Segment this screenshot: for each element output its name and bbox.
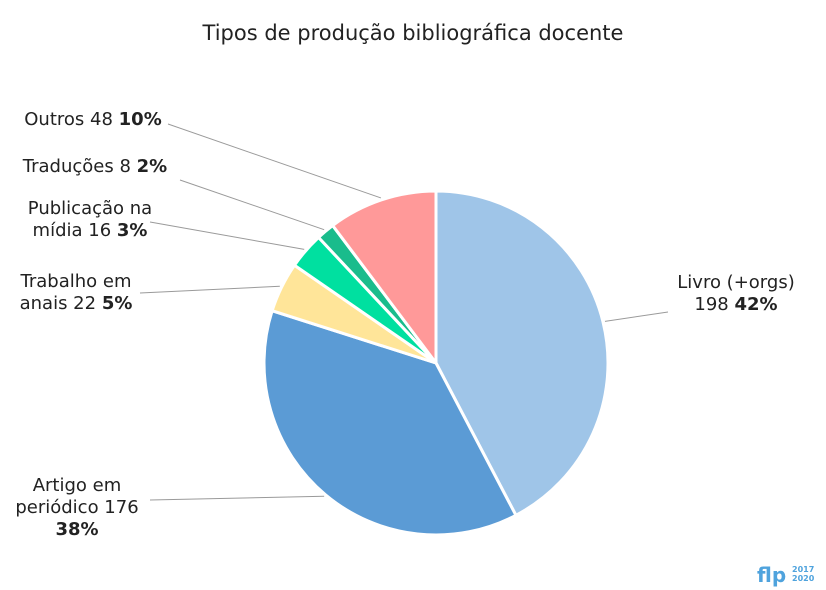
slice-name-1: periódico 176 [15, 497, 138, 518]
logo-years-bottom: 2020 [792, 574, 815, 583]
flp-logo: flp 2017 2020 [757, 563, 815, 587]
leader-lines [139, 123, 669, 501]
slice-label-0: Livro (+orgs) 198 42% [677, 272, 794, 315]
logo-years-top: 2017 [792, 565, 814, 574]
leader-line-3 [149, 221, 305, 250]
slice-name-3: mídia 16 [33, 220, 117, 241]
slice-percent-1: 38% [55, 519, 98, 540]
pie-slice-5 [330, 189, 438, 368]
slice-name-5: Outros 48 [24, 109, 118, 130]
slice-name-0: Livro (+orgs) [677, 272, 794, 293]
pie-slice-0 [434, 189, 610, 518]
leader-line-2 [139, 285, 280, 294]
leader-line-5 [167, 123, 382, 199]
pie-slices [262, 189, 610, 537]
slice-percent-3: 3% [117, 220, 148, 241]
slice-label-5: Outros 48 10% [24, 109, 161, 130]
slice-name-2: Trabalho em [20, 271, 132, 292]
slice-percent-5: 10% [119, 109, 162, 130]
slice-label-3: Publicação na mídia 16 3% [28, 198, 152, 241]
slice-percent-4: 2% [137, 156, 168, 177]
slice-name-2: anais 22 [20, 293, 102, 314]
slice-label-1: Artigo em periódico 176 38% [15, 475, 138, 540]
slice-percent-0: 42% [734, 294, 777, 315]
chart-title: Tipos de produção bibliográfica docente [202, 21, 624, 45]
logo-mark: flp [757, 563, 786, 587]
slice-label-4: Traduções 8 2% [22, 156, 167, 177]
leader-line-4 [179, 179, 325, 231]
slice-name-1: Artigo em [33, 475, 122, 496]
leader-line-1 [149, 495, 325, 501]
slice-percent-2: 5% [102, 293, 133, 314]
slice-name-3: Publicação na [28, 198, 152, 219]
slice-label-2: Trabalho em anais 22 5% [20, 271, 133, 314]
pie-slice-1 [262, 308, 518, 537]
leader-line-0 [604, 311, 669, 322]
slice-labels: Livro (+orgs) 198 42% Artigo em periódico 1… [15, 109, 794, 540]
slice-name-0: 198 [694, 294, 734, 315]
slice-name-4: Traduções 8 [22, 156, 137, 177]
